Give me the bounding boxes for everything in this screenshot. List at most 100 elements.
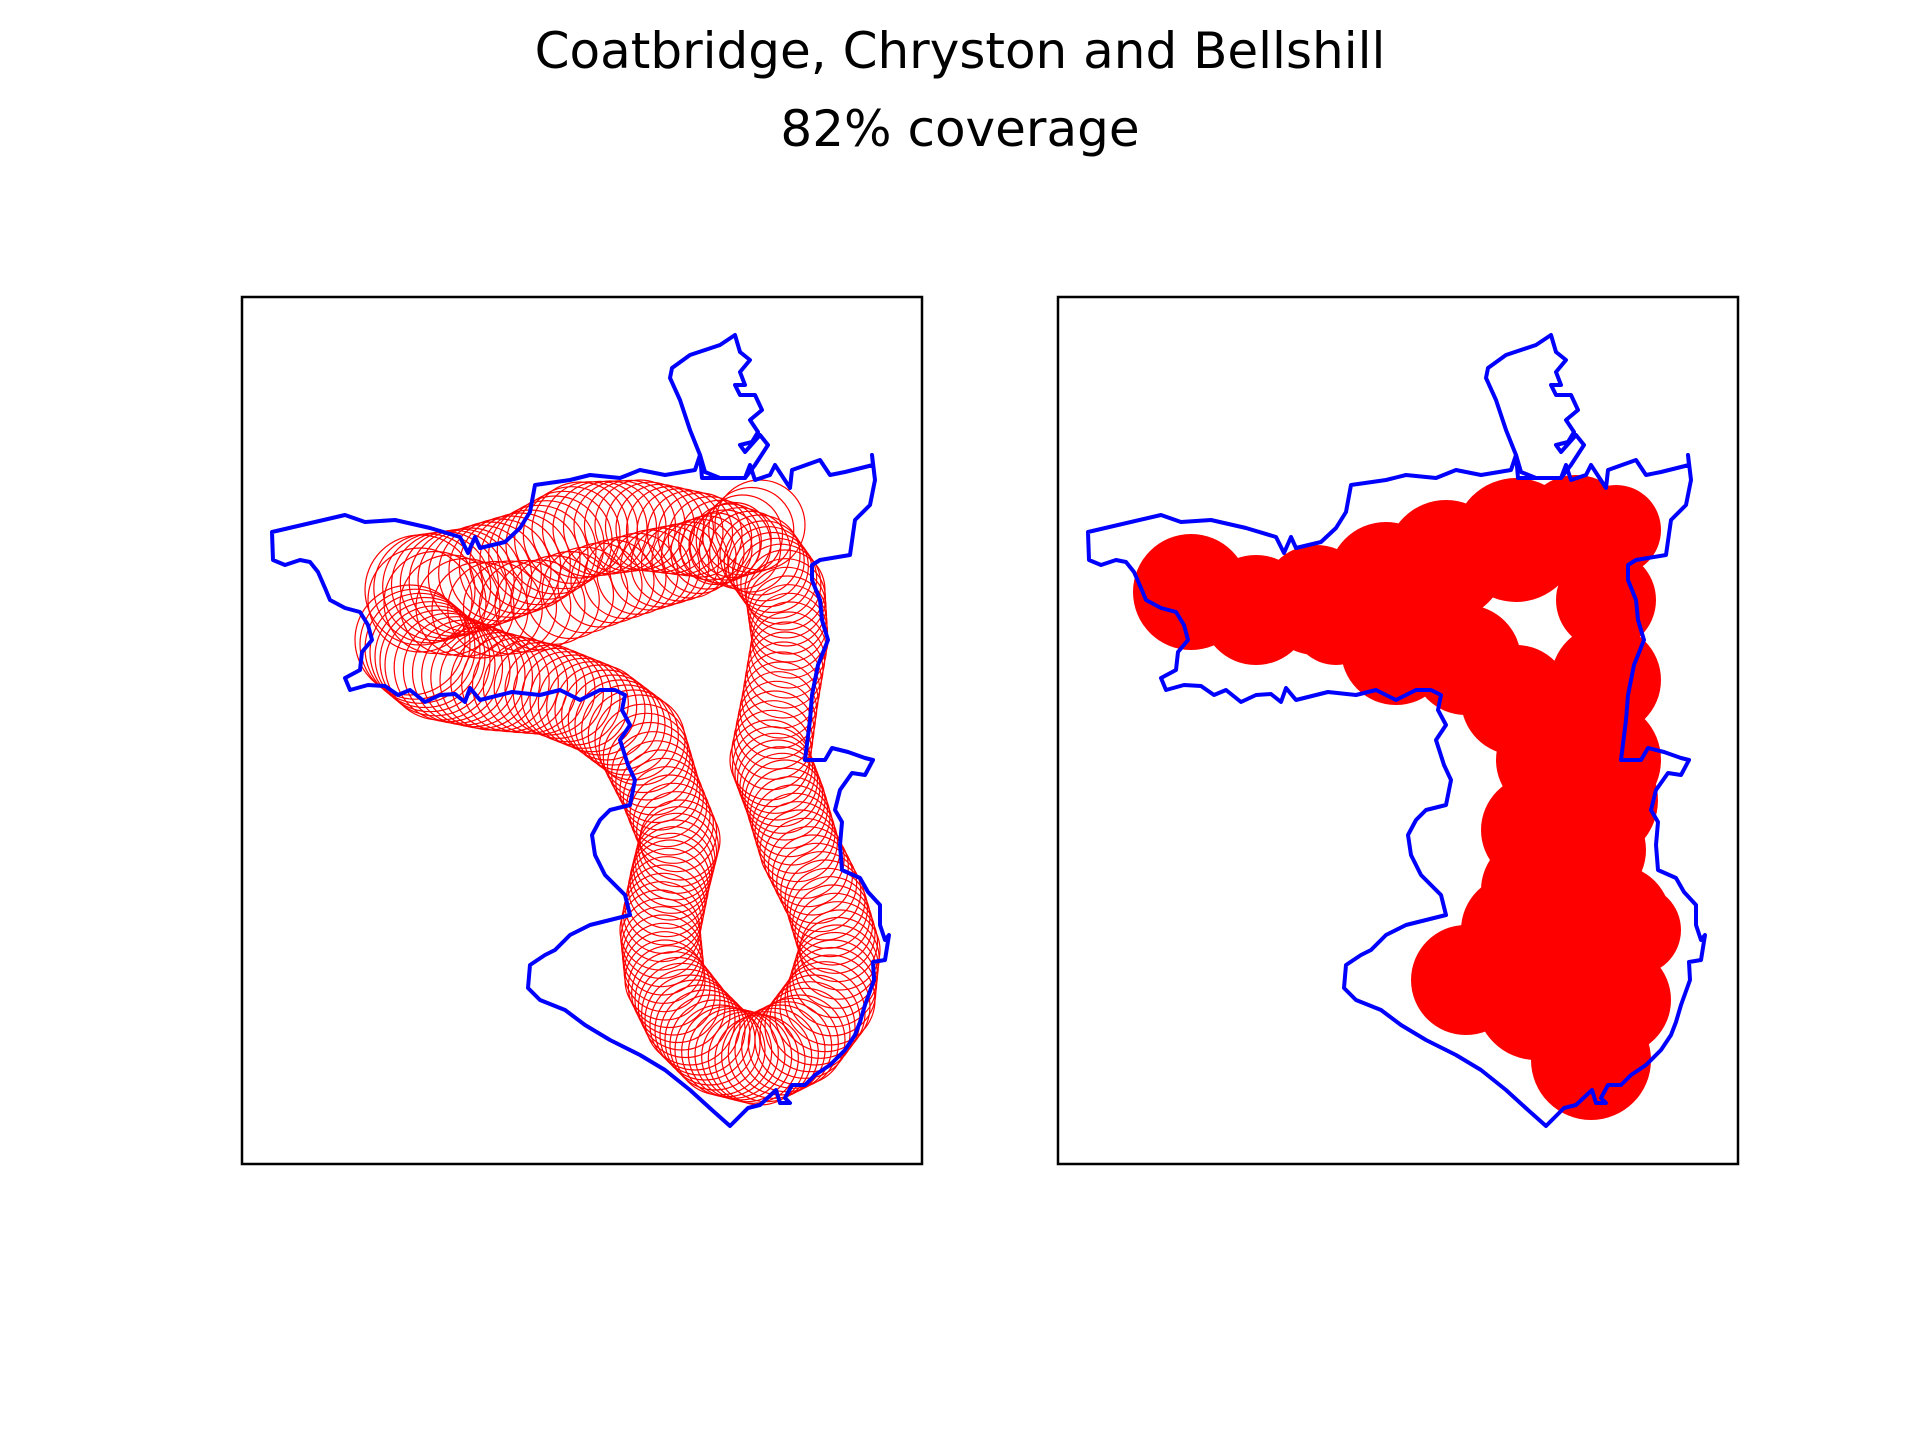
coverage-circle [764, 981, 856, 1073]
coverage-circle [619, 749, 701, 831]
coverage-circle [701, 494, 784, 576]
coverage-circle [611, 731, 696, 816]
coverage-circle [741, 752, 824, 834]
coverage-circle [791, 884, 874, 966]
coverage-circle [799, 909, 881, 991]
coverage-circle [384, 609, 496, 721]
coverage-circle [695, 501, 772, 579]
coverage-circle [522, 486, 621, 584]
coverage-circle [430, 626, 534, 729]
coverage-circle [510, 555, 600, 645]
constituency-boundary [1086, 453, 1707, 1128]
figure-title: Coatbridge, Chryston and Bellshill [534, 22, 1386, 80]
coverage-circle [756, 801, 839, 883]
coverage-disc [1556, 550, 1656, 650]
coverage-circle [552, 480, 648, 576]
coverage-circle [521, 651, 613, 743]
constituency-boundary-north [1484, 333, 1586, 480]
coverage-circle [759, 987, 851, 1079]
coverage-circle [741, 661, 819, 739]
coverage-circle [763, 817, 845, 899]
coverage-disc [1291, 575, 1381, 665]
coverage-circle [354, 584, 466, 696]
coverage-circle [737, 680, 816, 760]
coverage-circle [654, 984, 746, 1076]
coverage-circle [531, 481, 629, 579]
coverage-circle [636, 812, 718, 894]
coverage-circle [731, 709, 812, 791]
coverage-circle [448, 518, 552, 622]
coverage-circle [784, 859, 866, 941]
coverage-circle [723, 520, 805, 602]
coverage-disc [1591, 885, 1681, 975]
coverage-circle [529, 654, 621, 746]
coverage-circle [537, 657, 629, 749]
coverage-circle [399, 554, 501, 656]
coverage-circle [651, 521, 729, 599]
coverage-circle [439, 629, 541, 731]
coverage-circle [598, 703, 689, 794]
coverage-circle [634, 956, 721, 1044]
panel-frame [240, 295, 924, 1166]
coverage-circle [619, 527, 701, 608]
coverage-circle [630, 525, 710, 605]
coverage-circle [494, 559, 586, 651]
coverage-circle [789, 876, 871, 958]
coverage-circle [639, 799, 721, 881]
coverage-circle [570, 539, 655, 624]
coverage-circle [557, 542, 643, 628]
left-map-panel [240, 295, 924, 1166]
coverage-circle [784, 954, 876, 1046]
coverage-circle [660, 518, 737, 595]
coverage-circle [681, 1006, 773, 1098]
coverage-circle [735, 690, 815, 770]
coverage-circle [581, 684, 673, 776]
coverage-circle [634, 819, 716, 901]
panel-frame [1056, 295, 1740, 1166]
coverage-circle [447, 560, 543, 657]
coverage-circle [402, 616, 511, 724]
coverage-circle [689, 509, 761, 581]
coverage-circle [583, 535, 667, 620]
coverage-circle [615, 740, 699, 824]
coverage-circle [574, 679, 666, 771]
coverage-circle [786, 867, 869, 949]
coverage-circle [747, 997, 839, 1089]
figure-subtitle: 82% coverage [780, 100, 1140, 158]
coverage-circle [789, 939, 878, 1028]
coverage-circle [369, 596, 481, 709]
coverage-circle [664, 994, 756, 1086]
coverage-circle [751, 784, 834, 866]
coverage-circle [374, 601, 486, 713]
coverage-circle [450, 631, 550, 732]
coverage-circle [636, 791, 718, 873]
coverage-circle [462, 560, 558, 655]
coverage-circle [719, 514, 801, 596]
coverage-circle [364, 534, 476, 646]
coverage-circle [659, 989, 751, 1081]
coverage-circle [629, 774, 711, 856]
coverage-circle [744, 759, 826, 841]
coverage-circle [379, 605, 491, 717]
coverage-circle [767, 826, 849, 908]
coverage-circle [482, 639, 578, 734]
coverage-circle [567, 674, 659, 766]
coverage-circle [367, 547, 473, 653]
constituency-boundary [270, 453, 891, 1128]
coverage-circle [749, 776, 831, 858]
coverage-circle [478, 559, 572, 653]
coverage-circle [359, 588, 471, 700]
coverage-circle [554, 664, 646, 756]
coverage-circle [796, 901, 879, 983]
coverage-circle [525, 550, 615, 640]
coverage-circle [739, 671, 818, 749]
coverage-circle [431, 561, 529, 659]
coverage-circle [415, 557, 515, 658]
constituency-boundary-north [668, 333, 770, 480]
coverage-circle [496, 500, 597, 600]
coverage-circle [627, 945, 711, 1029]
coverage-circle [708, 486, 795, 574]
coverage-circle [740, 543, 822, 625]
coverage-circle [736, 739, 819, 821]
